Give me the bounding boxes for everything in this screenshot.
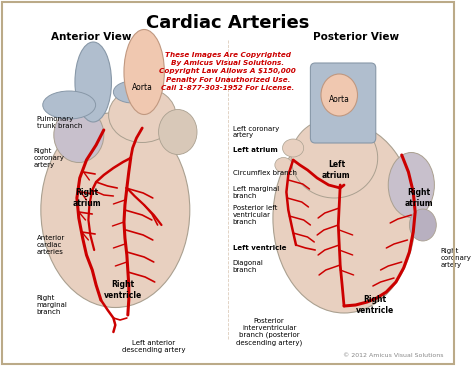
Text: Right
coronary
artery: Right coronary artery [440, 248, 471, 268]
Text: Posterior left
ventricular
branch: Posterior left ventricular branch [233, 205, 277, 225]
Text: Anterior
cardiac
arteries: Anterior cardiac arteries [36, 235, 65, 255]
Ellipse shape [113, 81, 152, 103]
Text: Posterior View: Posterior View [312, 32, 399, 42]
Text: Cardiac Arteries: Cardiac Arteries [146, 14, 310, 32]
Ellipse shape [321, 74, 357, 116]
Text: Left coronary
artery: Left coronary artery [233, 126, 279, 138]
Text: These Images Are Copyrighted
By Amicus Visual Solutions.
Copyright Law Allows A : These Images Are Copyrighted By Amicus V… [159, 52, 296, 91]
Text: Left
atrium: Left atrium [322, 160, 351, 180]
Text: Right
coronary
artery: Right coronary artery [34, 148, 64, 168]
Ellipse shape [159, 109, 197, 154]
Ellipse shape [75, 42, 111, 122]
Ellipse shape [388, 153, 434, 217]
Text: Right
atrium: Right atrium [405, 188, 433, 208]
Text: Posterior
interventricular
branch (posterior
descending artery): Posterior interventricular branch (poste… [236, 318, 302, 346]
Ellipse shape [275, 157, 292, 172]
Text: Right
ventricle: Right ventricle [104, 280, 142, 300]
Text: Right
atrium: Right atrium [72, 188, 101, 208]
FancyBboxPatch shape [310, 63, 376, 143]
Text: Right
ventricle: Right ventricle [356, 295, 394, 315]
Ellipse shape [54, 108, 104, 163]
Ellipse shape [410, 209, 436, 241]
Text: Pulmonary
trunk branch: Pulmonary trunk branch [36, 116, 82, 128]
Text: Left ventricle: Left ventricle [233, 245, 286, 251]
Text: Left marginal
branch: Left marginal branch [233, 186, 279, 198]
Ellipse shape [109, 87, 176, 142]
Text: Anterior View: Anterior View [51, 32, 132, 42]
Text: Right
marginal
branch: Right marginal branch [36, 295, 67, 315]
Text: Aorta: Aorta [132, 83, 153, 93]
Ellipse shape [124, 30, 164, 115]
Text: Left anterior
descending artery: Left anterior descending artery [122, 340, 185, 353]
Ellipse shape [41, 112, 190, 307]
Text: Aorta: Aorta [329, 96, 350, 105]
Ellipse shape [283, 139, 304, 157]
Text: Diagonal
branch: Diagonal branch [233, 261, 264, 273]
Text: Circumflex branch: Circumflex branch [233, 170, 297, 176]
Ellipse shape [43, 91, 96, 119]
Ellipse shape [273, 123, 415, 313]
Ellipse shape [291, 118, 378, 198]
Text: Left atrium: Left atrium [233, 147, 277, 153]
Text: © 2012 Amicus Visual Solutions: © 2012 Amicus Visual Solutions [344, 353, 444, 358]
